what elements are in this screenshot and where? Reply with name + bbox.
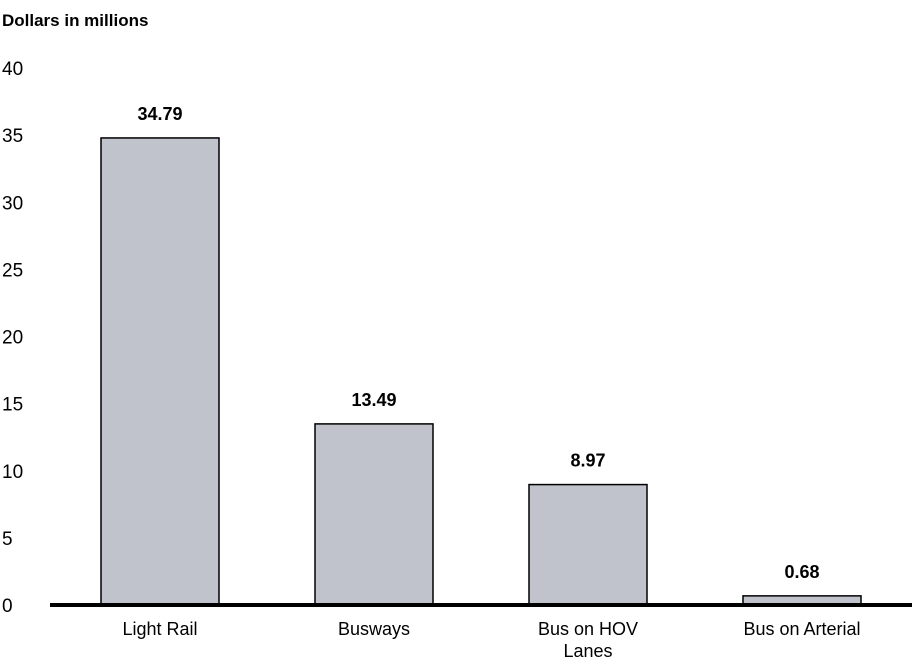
- category-label: Busways: [338, 619, 410, 639]
- category-labels: Light Rail Busways Bus on HOV Lanes Bus on A…: [122, 619, 860, 659]
- y-tick-label: 5: [2, 529, 13, 550]
- data-label: 0.68: [784, 562, 819, 582]
- y-tick-label: 35: [2, 126, 23, 147]
- y-axis-label: Dollars in millions: [2, 11, 148, 30]
- y-tick-label: 10: [2, 462, 23, 483]
- data-labels: 34.79 13.49 8.97 0.68: [137, 104, 819, 582]
- y-tick-label: 25: [2, 260, 23, 281]
- y-tick-label: 40: [2, 59, 23, 80]
- bars: [100, 137, 862, 606]
- bar: [528, 483, 648, 606]
- bar: [100, 137, 220, 606]
- y-tick-label: 15: [2, 395, 23, 416]
- bar: [314, 423, 434, 606]
- category-label: Lanes: [563, 641, 612, 659]
- data-label: 13.49: [351, 390, 396, 410]
- data-label: 34.79: [137, 104, 182, 124]
- y-tick-labels: 0 5 10 15 20 25 30 35 40: [2, 59, 23, 617]
- data-label: 8.97: [570, 451, 605, 471]
- y-tick-label: 20: [2, 328, 23, 349]
- category-label: Light Rail: [122, 619, 197, 639]
- category-label: Bus on Arterial: [743, 619, 860, 639]
- y-tick-label: 30: [2, 193, 23, 214]
- y-tick-label: 0: [2, 596, 13, 617]
- category-label: Bus on HOV: [538, 619, 638, 639]
